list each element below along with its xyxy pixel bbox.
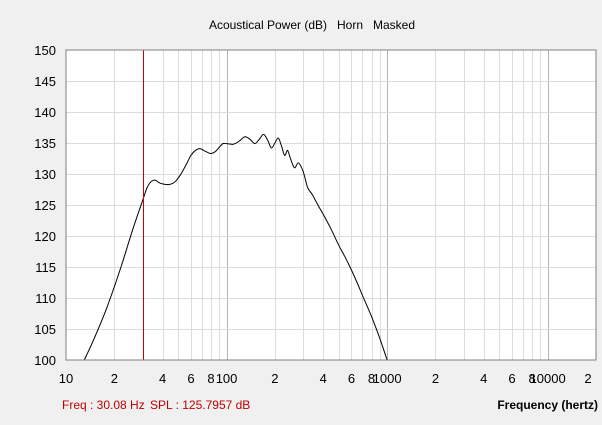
- x-tick-label-7: 4: [320, 371, 327, 386]
- cursor-spl-readout: SPL : 125.7957 dB: [150, 398, 250, 412]
- y-tick-labels: 100 105 110 115 120 125 130 135 140 145 150: [34, 43, 56, 368]
- y-tick-label-5: 125: [34, 198, 56, 213]
- chart-title: Acoustical Power (dB) Horn Masked: [209, 18, 415, 32]
- x-tick-label-15: 10000: [530, 371, 566, 386]
- y-tick-label-8: 140: [34, 105, 56, 120]
- y-tick-label-10: 150: [34, 43, 56, 58]
- x-tick-label-13: 6: [508, 371, 515, 386]
- x-axis-label: Frequency (hertz): [497, 398, 598, 412]
- y-tick-label-9: 145: [34, 74, 56, 89]
- cursor-frequency-readout: Freq : 30.08 Hz: [62, 398, 145, 412]
- y-tick-label-4: 120: [34, 229, 56, 244]
- grid: [66, 50, 596, 360]
- x-tick-label-4: 8: [207, 371, 214, 386]
- x-tick-label-10: 1000: [373, 371, 402, 386]
- plot-border: [65, 49, 597, 361]
- x-tick-label-12: 4: [480, 371, 487, 386]
- series-line-0: [83, 133, 388, 361]
- y-tick-label-0: 100: [34, 353, 56, 368]
- x-tick-label-5: 100: [216, 371, 238, 386]
- x-tick-label-11: 2: [432, 371, 439, 386]
- y-tick-label-7: 135: [34, 136, 56, 151]
- x-tick-label-3: 6: [187, 371, 194, 386]
- series-layer: [83, 133, 388, 361]
- y-tick-label-2: 110: [35, 291, 56, 306]
- x-tick-label-1: 2: [111, 371, 118, 386]
- x-tick-label-0: 10: [59, 371, 73, 386]
- x-tick-label-2: 4: [159, 371, 166, 386]
- x-tick-label-16: 2: [584, 371, 591, 386]
- x-tick-label-14: 8: [528, 371, 535, 386]
- x-tick-label-6: 2: [271, 371, 278, 386]
- y-tick-label-6: 130: [34, 167, 56, 182]
- x-tick-label-9: 8: [368, 371, 375, 386]
- y-tick-label-1: 105: [34, 322, 56, 337]
- x-tick-label-8: 6: [348, 371, 355, 386]
- y-tick-label-3: 115: [35, 260, 56, 275]
